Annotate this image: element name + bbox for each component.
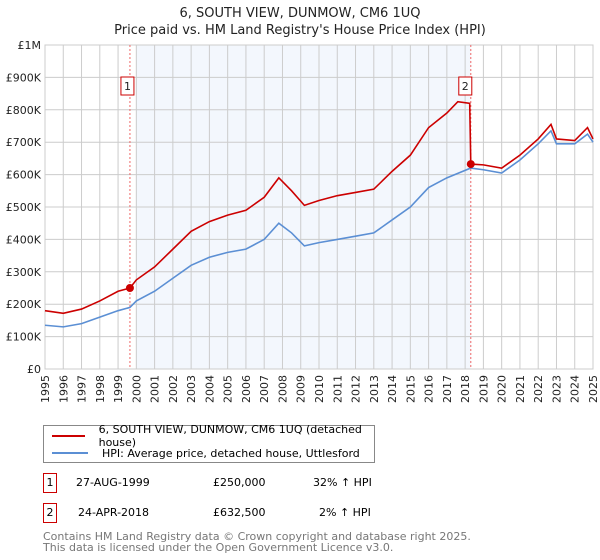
x-tick-label: 2012 (350, 375, 363, 403)
x-tick-label: 2001 (149, 375, 162, 403)
x-tick-label: 2003 (185, 375, 198, 403)
x-tick-label: 2005 (222, 375, 235, 403)
sale-point (125, 284, 134, 292)
sale-badge-label: 2 (462, 80, 469, 93)
x-tick-label: 2006 (240, 375, 253, 403)
series-line (44, 129, 594, 328)
x-tick-label: 1995 (39, 375, 52, 403)
legend-item-hpi: HPI: Average price, detached house, Uttl… (52, 445, 360, 461)
x-tick-label: 2014 (386, 375, 399, 403)
x-tick-label: 2025 (587, 375, 600, 403)
marker-badge: 2 (43, 503, 57, 523)
y-tick-label: £400K (6, 233, 42, 246)
x-tick-label: 2011 (331, 375, 344, 403)
x-tick-label: 2009 (295, 375, 308, 403)
x-tick-label: 2002 (167, 375, 180, 403)
footer-licence: This data is licensed under the Open Gov… (43, 541, 394, 554)
y-tick-label: £1M (18, 39, 42, 52)
footer-copyright: Contains HM Land Registry data © Crown c… (43, 530, 471, 543)
red-line-swatch (52, 435, 85, 437)
price: £632,500 (213, 506, 266, 519)
x-tick-label: 2010 (313, 375, 326, 403)
legend-item-property: 6, SOUTH VIEW, DUNMOW, CM6 1UQ (detached… (52, 423, 374, 449)
date: 27-AUG-1999 (76, 476, 150, 489)
sale-badge (120, 76, 135, 96)
date: 24-APR-2018 (78, 506, 150, 519)
series-line (44, 100, 594, 315)
hpi-diff: 32% ↑ HPI (313, 476, 372, 489)
sale-point (466, 160, 475, 169)
transaction-row: 1 27-AUG-1999 £250,000 32% ↑ HPI (43, 473, 443, 493)
y-tick-label: £200K (6, 298, 42, 311)
y-tick-label: £300K (6, 266, 42, 279)
y-tick-label: £0 (27, 363, 41, 376)
y-tick-label: £900K (6, 71, 42, 84)
legend-label: 6, SOUTH VIEW, DUNMOW, CM6 1UQ (detached… (98, 423, 362, 449)
x-tick-label: 2000 (130, 375, 143, 403)
x-tick-label: 2021 (514, 375, 527, 403)
sale-badge-label: 1 (124, 80, 131, 93)
legend: 6, SOUTH VIEW, DUNMOW, CM6 1UQ (detached… (43, 423, 375, 463)
marker-badge: 1 (43, 473, 57, 493)
x-tick-label: 2023 (550, 375, 563, 403)
x-tick-label: 2015 (404, 375, 417, 403)
x-tick-label: 2004 (203, 375, 216, 403)
x-tick-label: 1997 (76, 375, 89, 403)
y-tick-label: £800K (6, 104, 42, 117)
x-tick-label: 2022 (532, 375, 545, 403)
sale-badge (458, 76, 473, 96)
x-tick-label: 1996 (57, 375, 70, 403)
x-tick-label: 2013 (368, 375, 381, 403)
x-tick-label: 2018 (459, 375, 472, 403)
plot-frame (44, 44, 594, 370)
y-tick-label: £700K (6, 136, 42, 149)
legend-label: HPI: Average price, detached house, Uttl… (102, 446, 360, 460)
x-tick-label: 2007 (258, 375, 271, 403)
x-tick-label: 2020 (496, 375, 509, 403)
blue-line-swatch (52, 452, 88, 454)
hpi-diff: 2% ↑ HPI (319, 506, 371, 519)
x-tick-label: 1998 (94, 375, 107, 403)
chart-subtitle: Price paid vs. HM Land Registry's House … (114, 23, 486, 38)
x-tick-label: 2024 (569, 375, 582, 403)
transaction-row: 2 24-APR-2018 £632,500 2% ↑ HPI (43, 503, 443, 523)
x-tick-label: 2017 (441, 375, 454, 403)
x-tick-label: 2008 (276, 375, 289, 403)
chart-title: 6, SOUTH VIEW, DUNMOW, CM6 1UQ (179, 6, 421, 21)
y-tick-label: £500K (6, 201, 42, 214)
x-tick-label: 2019 (477, 375, 490, 403)
price: £250,000 (213, 476, 266, 489)
price-chart: £0 £100K £200K £300K £400K £500K £600K £700K £80… (6, 39, 600, 403)
x-tick-label: 1999 (112, 375, 125, 403)
y-tick-label: £600K (6, 169, 42, 182)
y-tick-label: £100K (6, 331, 42, 344)
x-tick-label: 2016 (423, 375, 436, 403)
